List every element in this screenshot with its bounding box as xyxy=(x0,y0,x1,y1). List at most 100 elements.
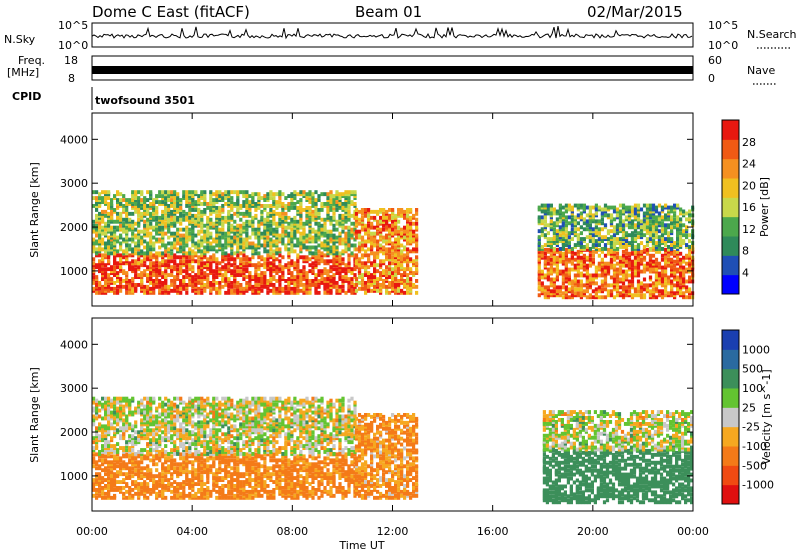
data-cell xyxy=(350,214,353,218)
data-cell xyxy=(364,291,367,295)
data-cell xyxy=(101,267,104,271)
data-cell xyxy=(200,210,203,214)
data-cell xyxy=(628,233,631,237)
data-cell xyxy=(670,258,673,262)
data-cell xyxy=(245,255,248,259)
data-cell xyxy=(113,494,116,498)
data-cell xyxy=(191,190,194,194)
data-cell xyxy=(616,208,619,212)
data-cell xyxy=(670,247,673,251)
data-cell xyxy=(179,452,182,456)
data-cell xyxy=(586,227,589,231)
data-cell xyxy=(556,229,559,233)
data-cell xyxy=(224,220,227,224)
data-cell xyxy=(227,190,230,194)
data-cell xyxy=(254,232,257,236)
data-cell xyxy=(221,196,224,200)
data-cell xyxy=(311,236,314,240)
data-cell xyxy=(131,289,134,293)
data-cell xyxy=(616,256,619,260)
data-cell xyxy=(397,289,400,293)
data-cell xyxy=(317,285,320,289)
data-cell xyxy=(155,216,158,220)
data-cell xyxy=(200,279,203,283)
data-cell xyxy=(116,198,119,202)
data-cell xyxy=(173,462,176,466)
data-cell xyxy=(574,215,577,219)
data-cell xyxy=(347,190,350,194)
data-cell xyxy=(682,210,685,214)
data-cell xyxy=(242,253,245,257)
data-cell xyxy=(284,285,287,289)
data-cell xyxy=(364,273,367,277)
data-cell xyxy=(655,215,658,219)
data-cell xyxy=(367,224,370,228)
data-cell xyxy=(643,212,646,216)
data-cell xyxy=(161,214,164,218)
data-cell xyxy=(155,277,158,281)
data-cell xyxy=(670,221,673,225)
data-cell xyxy=(670,210,673,214)
data-cell xyxy=(583,221,586,225)
data-cell xyxy=(110,210,113,214)
data-cell xyxy=(98,291,101,295)
data-cell xyxy=(200,226,203,230)
data-cell xyxy=(335,289,338,293)
data-cell xyxy=(266,287,269,291)
data-cell xyxy=(293,249,296,253)
data-cell xyxy=(670,243,673,247)
colorbar-segment xyxy=(722,120,739,140)
data-cell xyxy=(613,278,616,282)
data-cell xyxy=(218,206,221,210)
data-cell xyxy=(176,470,179,474)
data-cell xyxy=(598,206,601,210)
data-cell xyxy=(323,240,326,244)
data-cell xyxy=(350,200,353,204)
data-cell xyxy=(314,273,317,277)
data-cell xyxy=(379,263,382,267)
data-cell xyxy=(341,285,344,289)
data-cell xyxy=(98,458,101,462)
data-cell xyxy=(227,222,230,226)
data-cell xyxy=(104,492,107,496)
data-cell xyxy=(218,222,221,226)
data-cell xyxy=(149,232,152,236)
data-cell xyxy=(218,218,221,222)
data-cell xyxy=(293,287,296,291)
data-cell xyxy=(308,263,311,267)
data-cell xyxy=(155,468,158,472)
data-cell xyxy=(209,289,212,293)
data-cell xyxy=(302,222,305,226)
data-cell xyxy=(182,246,185,250)
data-cell xyxy=(236,269,239,273)
data-cell xyxy=(170,218,173,222)
data-cell xyxy=(640,281,643,285)
data-cell xyxy=(245,267,248,271)
data-cell xyxy=(284,226,287,230)
data-cell xyxy=(601,280,604,284)
data-cell xyxy=(137,460,140,464)
data-cell xyxy=(158,200,161,204)
data-cell xyxy=(146,198,149,202)
data-cell xyxy=(616,231,619,235)
data-cell xyxy=(320,228,323,232)
data-cell xyxy=(550,204,553,208)
data-cell xyxy=(379,271,382,275)
data-cell xyxy=(143,273,146,277)
data-cell xyxy=(676,227,679,231)
data-cell xyxy=(125,285,128,289)
velocity-heatmap xyxy=(92,397,693,504)
data-cell xyxy=(613,217,616,221)
data-cell xyxy=(355,259,358,263)
data-cell xyxy=(170,273,173,277)
data-cell xyxy=(266,224,269,228)
data-cell xyxy=(338,242,341,246)
data-cell xyxy=(119,224,122,228)
data-cell xyxy=(104,214,107,218)
data-cell xyxy=(125,490,128,494)
data-cell xyxy=(317,279,320,283)
data-cell xyxy=(188,273,191,277)
data-cell xyxy=(391,271,394,275)
data-cell xyxy=(415,234,418,238)
data-cell xyxy=(601,258,604,262)
